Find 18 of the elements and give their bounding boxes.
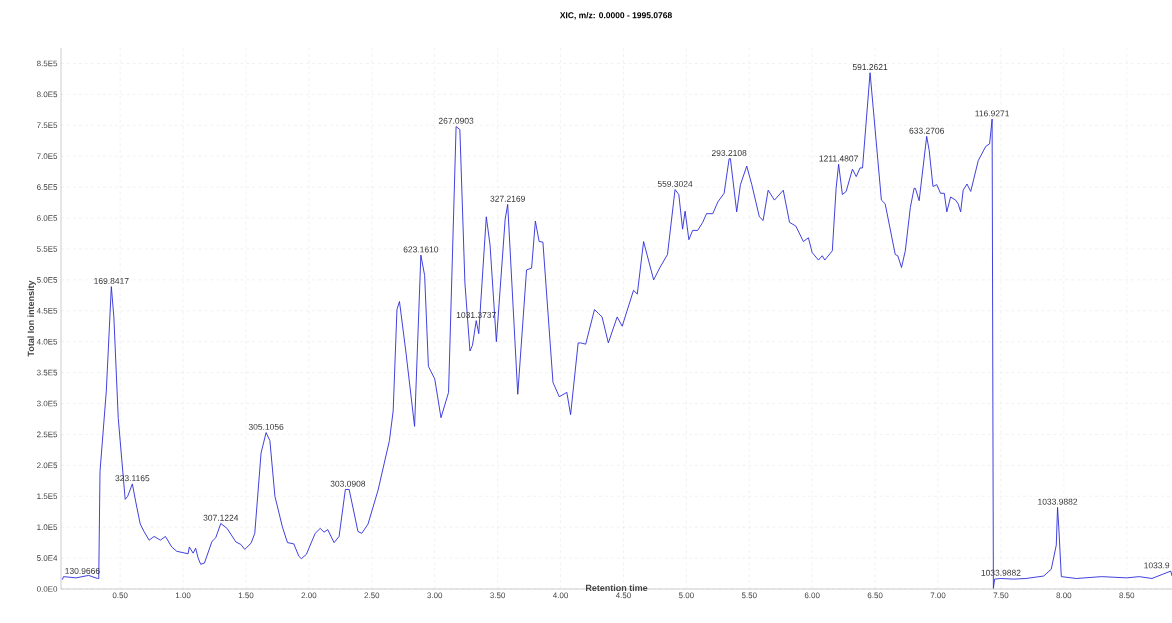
annotation: 591.2621 — [852, 64, 888, 71]
annotation: 307.1224 — [203, 514, 239, 521]
annotation: 633.2706 — [909, 127, 944, 134]
annotation: 303.0908 — [330, 480, 366, 487]
annotation: 293.2108 — [711, 149, 747, 156]
y-axis-title: Total Ion intensity — [27, 280, 36, 357]
annotation: 327.2169 — [490, 195, 525, 202]
annotation: 1033.9 — [1144, 562, 1170, 569]
annotation: 623.1610 — [403, 246, 439, 253]
chart-title: XIC, m/z: 0.0000 - 1995.0768 — [559, 12, 672, 20]
x-axis-title: Retention time — [585, 584, 648, 592]
annotation: 116.9271 — [975, 110, 1010, 117]
annotation: 1211.4807 — [819, 155, 858, 162]
annotation: 305.1056 — [248, 423, 284, 430]
annotation: 559.3024 — [657, 180, 693, 187]
annotation: 169.8417 — [94, 277, 129, 284]
annotation: 1033.9882 — [1038, 498, 1078, 505]
annotation: 267.0903 — [438, 117, 474, 124]
